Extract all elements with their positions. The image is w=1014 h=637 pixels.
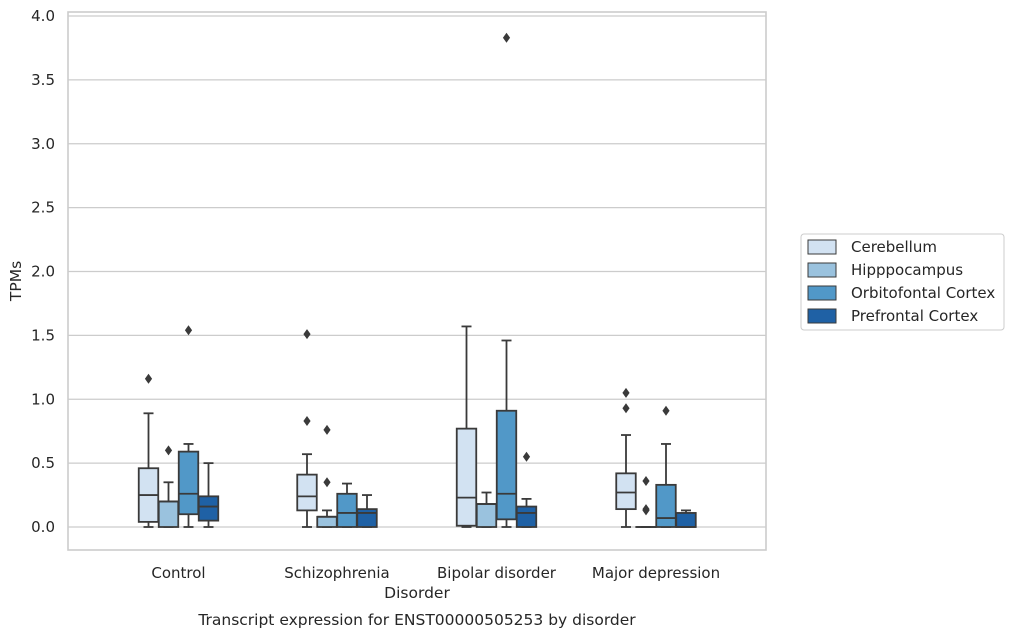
plot-frame bbox=[67, 11, 767, 551]
box-prefrontal-cortex bbox=[675, 509, 697, 528]
box bbox=[356, 508, 378, 528]
x-axis-title: Disorder bbox=[384, 584, 450, 602]
box-orbitofontal-cortex bbox=[495, 32, 518, 528]
box bbox=[675, 512, 697, 528]
box-orbitofontal-cortex bbox=[177, 325, 200, 528]
boxplots bbox=[137, 32, 697, 528]
y-tick-label: 0.5 bbox=[31, 454, 55, 472]
legend-frame bbox=[800, 233, 1005, 331]
outlier-point bbox=[323, 424, 331, 435]
y-tick-label: 1.0 bbox=[31, 390, 55, 408]
box-cerebellum bbox=[296, 329, 318, 528]
outlier-point bbox=[642, 504, 650, 515]
y-tick-label: 3.0 bbox=[31, 135, 55, 153]
box bbox=[655, 483, 677, 528]
x-tick-label: Control bbox=[151, 564, 205, 582]
legend-swatch bbox=[807, 239, 837, 255]
outlier-point bbox=[622, 387, 630, 398]
y-tick-label: 3.5 bbox=[31, 71, 55, 89]
outlier-point bbox=[164, 445, 173, 456]
box bbox=[455, 427, 478, 527]
chart-caption: Transcript expression for ENST0000050525… bbox=[197, 611, 636, 629]
legend-label: Prefrontal Cortex bbox=[851, 307, 978, 325]
outlier-point bbox=[303, 329, 311, 340]
y-axis: 0.0 0.5 1.0 1.5 2.0 2.5 3.0 3.5 4.0 bbox=[31, 7, 55, 536]
y-tick-label: 0.0 bbox=[31, 518, 55, 536]
y-tick-label: 4.0 bbox=[31, 7, 55, 25]
box-cerebellum bbox=[455, 325, 478, 528]
outlier-point bbox=[662, 405, 670, 416]
x-tick-label: Schizophrenia bbox=[284, 564, 389, 582]
box bbox=[157, 500, 180, 528]
outlier-point bbox=[522, 451, 531, 462]
y-tick-label: 2.5 bbox=[31, 199, 55, 217]
outlier-point bbox=[642, 476, 650, 487]
box bbox=[615, 472, 637, 511]
box-cerebellum bbox=[137, 373, 160, 528]
outlier-point bbox=[622, 403, 630, 414]
legend: Cerebellum Hipppocampus Orbitofontal Corte… bbox=[800, 233, 1005, 331]
box-prefrontal-cortex bbox=[515, 451, 538, 528]
box bbox=[316, 515, 338, 528]
legend-label: Hipppocampus bbox=[851, 261, 963, 279]
box bbox=[515, 505, 538, 528]
x-axis: Control Schizophrenia Bipolar disorder Majo… bbox=[151, 564, 720, 582]
legend-swatch bbox=[807, 285, 837, 301]
y-axis-title: TPMs bbox=[7, 261, 25, 302]
legend-label: Cerebellum bbox=[851, 238, 937, 256]
box-cerebellum bbox=[615, 387, 637, 528]
box bbox=[177, 450, 200, 516]
box-prefrontal-cortex bbox=[356, 494, 378, 528]
box bbox=[475, 503, 498, 528]
box bbox=[197, 495, 220, 522]
y-tick-label: 1.5 bbox=[31, 326, 55, 344]
box bbox=[495, 409, 518, 521]
outlier-point bbox=[502, 32, 511, 43]
plot-area bbox=[68, 12, 766, 550]
box bbox=[336, 492, 358, 528]
legend-swatch bbox=[807, 308, 837, 324]
y-tick-label: 2.0 bbox=[31, 263, 55, 281]
box bbox=[296, 473, 318, 512]
legend-label: Orbitofontal Cortex bbox=[851, 284, 995, 302]
box-hipppocampus bbox=[157, 445, 180, 528]
outlier-point bbox=[303, 415, 311, 426]
legend-swatch bbox=[807, 262, 837, 278]
box-orbitofontal-cortex bbox=[655, 405, 677, 528]
outlier-point bbox=[144, 373, 153, 384]
x-tick-label: Major depression bbox=[592, 564, 720, 582]
outlier-point bbox=[184, 325, 193, 336]
outlier-point bbox=[323, 477, 331, 488]
box-prefrontal-cortex bbox=[197, 462, 220, 528]
x-tick-label: Bipolar disorder bbox=[437, 564, 557, 582]
